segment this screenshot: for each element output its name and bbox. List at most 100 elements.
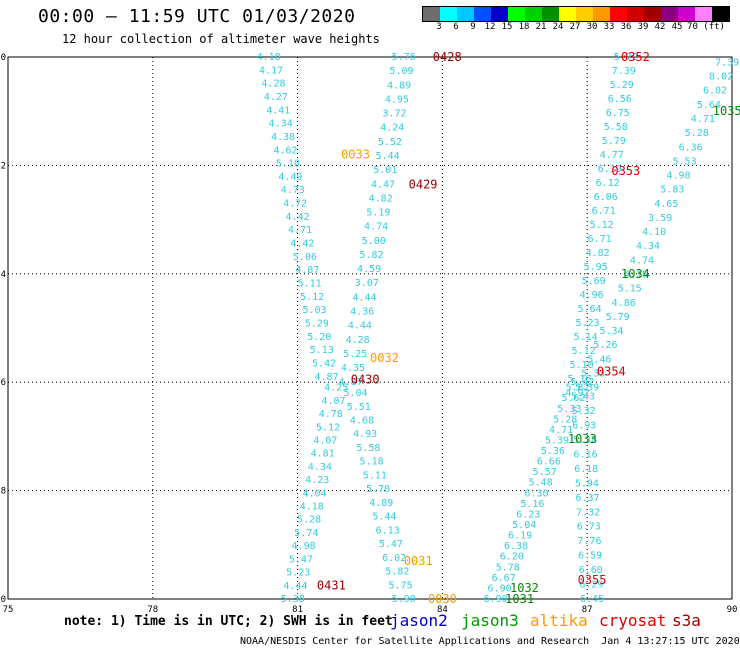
wave-height-value: 5.12: [590, 220, 614, 231]
track-b-wave-heights: 5.76 5.09 4.89 4.95 3.72 4.24 5.52 5.44 5.01 4.47…: [339, 52, 416, 388]
wave-height-value: 6.93: [572, 421, 596, 432]
legend-swatch: [576, 7, 593, 21]
wave-height-value: 5.29: [305, 318, 329, 329]
wave-height-value: 5.04: [343, 388, 367, 399]
wave-height-value: 4.89: [387, 80, 411, 91]
wave-height-value: 4.92: [565, 388, 589, 399]
wave-height-value: 4.87: [339, 377, 363, 388]
wave-height-value: 5.18: [360, 457, 384, 468]
x-tick-label: 75: [3, 605, 14, 615]
wave-height-value: 5.53: [673, 156, 697, 167]
wave-height-value: 4.71: [288, 225, 312, 236]
wave-height-value: 5.95: [584, 262, 608, 273]
wave-height-value: 4.98: [292, 541, 316, 552]
legend-label: 33: [603, 22, 615, 32]
wave-height-value: 5.23: [576, 318, 600, 329]
y-tick-label: -2: [0, 161, 6, 171]
wave-height-value: 5.64: [697, 100, 721, 111]
wave-height-value: 6.16: [574, 449, 598, 460]
wave-height-value: 5.33: [557, 404, 581, 415]
wave-height-value: 5.62: [561, 393, 585, 404]
wave-height-value: 4.42: [290, 239, 314, 250]
wave-height-value: 5.38: [281, 594, 305, 605]
wave-height-value: 6.37: [575, 493, 599, 504]
wave-height-value: 5.51: [347, 402, 371, 413]
legend-swatch: [423, 7, 440, 21]
x-tick-label: 81: [292, 605, 303, 615]
wave-height-value: 4.78: [319, 409, 343, 420]
wave-height-value: 3.59: [648, 213, 672, 224]
wave-height-value: 5.46: [587, 354, 611, 365]
wave-height-value: 5.04: [512, 520, 536, 531]
pass-time-label: 1031: [505, 592, 534, 606]
wave-height-value: 5.94: [575, 478, 599, 489]
wave-height-value: 5.09: [389, 66, 413, 77]
wave-height-value: 5.47: [379, 539, 403, 550]
wave-height-value: 6.02: [703, 86, 727, 97]
satellite-cryosat: cryosat: [599, 611, 667, 630]
wave-height-value: 5.76: [392, 52, 416, 63]
wave-height-value: 5.32: [572, 406, 596, 417]
wave-height-value: 4.74: [630, 255, 654, 266]
wave-height-value: 4.87: [295, 265, 319, 276]
wave-height-value: 6.29: [579, 580, 603, 591]
wave-height-value: 5.75: [389, 580, 413, 591]
wave-height-value: 5.33: [581, 368, 605, 379]
wave-height-value: 5.43: [571, 392, 595, 403]
wave-height-value: 5.11: [298, 279, 322, 290]
wave-height-value: 5.00: [362, 236, 386, 247]
wave-height-value: 5.16: [520, 499, 544, 510]
wave-height-value: 5.15: [618, 284, 642, 295]
wave-height-value: 5.82: [359, 250, 383, 261]
wave-height-value: 4.44: [348, 321, 372, 332]
wave-height-value: 5.79: [606, 312, 630, 323]
legend-swatch: [610, 7, 627, 21]
wave-height-value: 6.23: [516, 509, 540, 520]
legend-label: 45: [671, 22, 683, 32]
legend-swatch: [695, 7, 712, 21]
wave-height-value: 4.18: [257, 52, 281, 63]
satellite-altika: altika: [530, 611, 588, 630]
wave-height-value: 5.13: [310, 345, 334, 356]
wave-height-value: 6.60: [579, 565, 603, 576]
wave-height-value: 6.67: [492, 573, 516, 584]
wave-height-value: 6.90: [483, 594, 507, 605]
legend-label: 6: [453, 22, 459, 32]
wave-height-value: 4.38: [271, 132, 295, 143]
wave-height-value: 4.77: [600, 150, 624, 161]
map-grid: [7, 56, 733, 600]
wave-height-value: 6.36: [679, 142, 703, 153]
wave-height-value: 5.39: [545, 435, 569, 446]
pass-time-label: 0030: [428, 592, 457, 606]
wave-height-value: 6.06: [594, 192, 618, 203]
wave-height-value: 4.17: [259, 65, 283, 76]
wave-height-value: 5.12: [316, 422, 340, 433]
wave-height-value: 5.44: [372, 512, 396, 523]
track-d-wave-heights: 5.04 5.51 4.68 4.93 5.58 5.18 5.11 5.70 4.89 5.44…: [343, 388, 415, 605]
wave-height-value: 4.10: [642, 227, 666, 238]
legend-label: 70 (ft): [687, 22, 725, 32]
wave-height-value: 4.87: [315, 372, 339, 383]
legend-swatch: [559, 7, 576, 21]
wave-height-value: 6.59: [578, 551, 602, 562]
wave-height-value: 4.71: [691, 114, 715, 125]
wave-height-value: 4.28: [346, 335, 370, 346]
legend-swatch: [678, 7, 695, 21]
legend-label: 27: [569, 22, 581, 32]
wave-height-value: 5.03: [302, 305, 326, 316]
wave-height-value: 5.11: [363, 470, 387, 481]
page-subtitle: 12 hour collection of altimeter wave hei…: [62, 32, 380, 46]
wave-height-value: 5.79: [602, 136, 626, 147]
pass-time-label: 0355: [578, 573, 607, 587]
pass-time-labels: 0428 0033 0429 0032 0430 0031 0431 0030 0352 1035…: [317, 50, 740, 606]
legend-swatch: [542, 7, 559, 21]
pass-time-label: 1035: [713, 104, 740, 118]
wave-height-value: 5.01: [373, 165, 397, 176]
wave-height-value: 5.52: [378, 137, 402, 148]
pass-time-label: 1032: [510, 581, 539, 595]
wave-height-value: 5.19: [366, 208, 390, 219]
wave-height-value: 4.42: [286, 212, 310, 223]
wave-height-value: 4.86: [612, 298, 636, 309]
wave-height-value: 7.39: [715, 57, 739, 68]
